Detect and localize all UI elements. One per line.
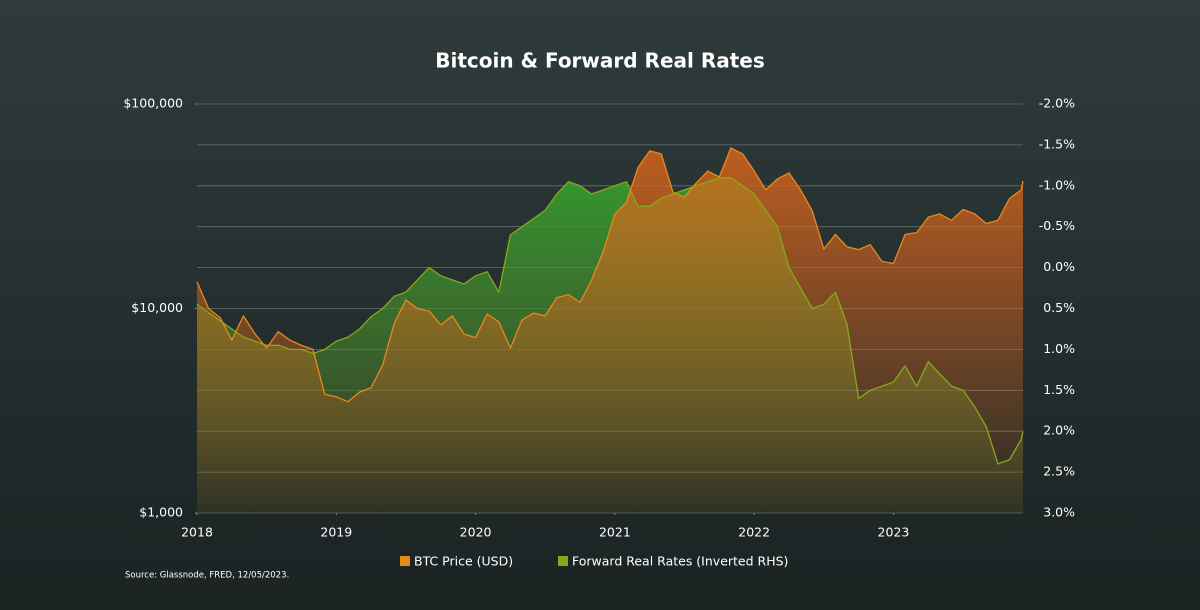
y2-tick-label: 2.5% [1043,464,1075,479]
y2-tick-label: 1.5% [1043,382,1075,397]
legend-swatch [558,556,568,566]
y2-tick-label: 2.0% [1043,423,1075,438]
y2-tick-label: -0.5% [1039,218,1075,233]
series-line [196,147,1024,403]
y2-tick-label: -1.5% [1039,136,1075,151]
source-note: Source: Glassnode, FRED, 12/05/2023. [125,571,289,581]
series-line [196,176,1024,465]
legend-label: BTC Price (USD) [414,554,513,569]
area-fill [197,147,1023,513]
legend-swatch [400,556,410,566]
x-tick-label: 2022 [738,525,770,540]
chart-title: Bitcoin & Forward Real Rates [435,49,765,73]
y2-tick-label: -2.0% [1039,96,1075,111]
y-tick-label: $1,000 [139,505,183,520]
legend-label: Forward Real Rates (Inverted RHS) [572,554,788,569]
x-tick-label: 2020 [460,525,492,540]
y2-tick-label: 0.5% [1043,300,1075,315]
y2-tick-label: 3.0% [1043,505,1075,520]
y2-tick-label: 1.0% [1043,341,1075,356]
y2-tick-label: -1.0% [1039,177,1075,192]
x-tick-label: 2019 [320,525,352,540]
x-tick-label: 2018 [181,525,213,540]
y2-tick-label: 0.0% [1043,259,1075,274]
x-tick-label: 2021 [599,525,631,540]
y-tick-label: $10,000 [131,300,183,315]
x-tick-label: 2023 [878,525,910,540]
y-tick-label: $100,000 [123,96,183,111]
